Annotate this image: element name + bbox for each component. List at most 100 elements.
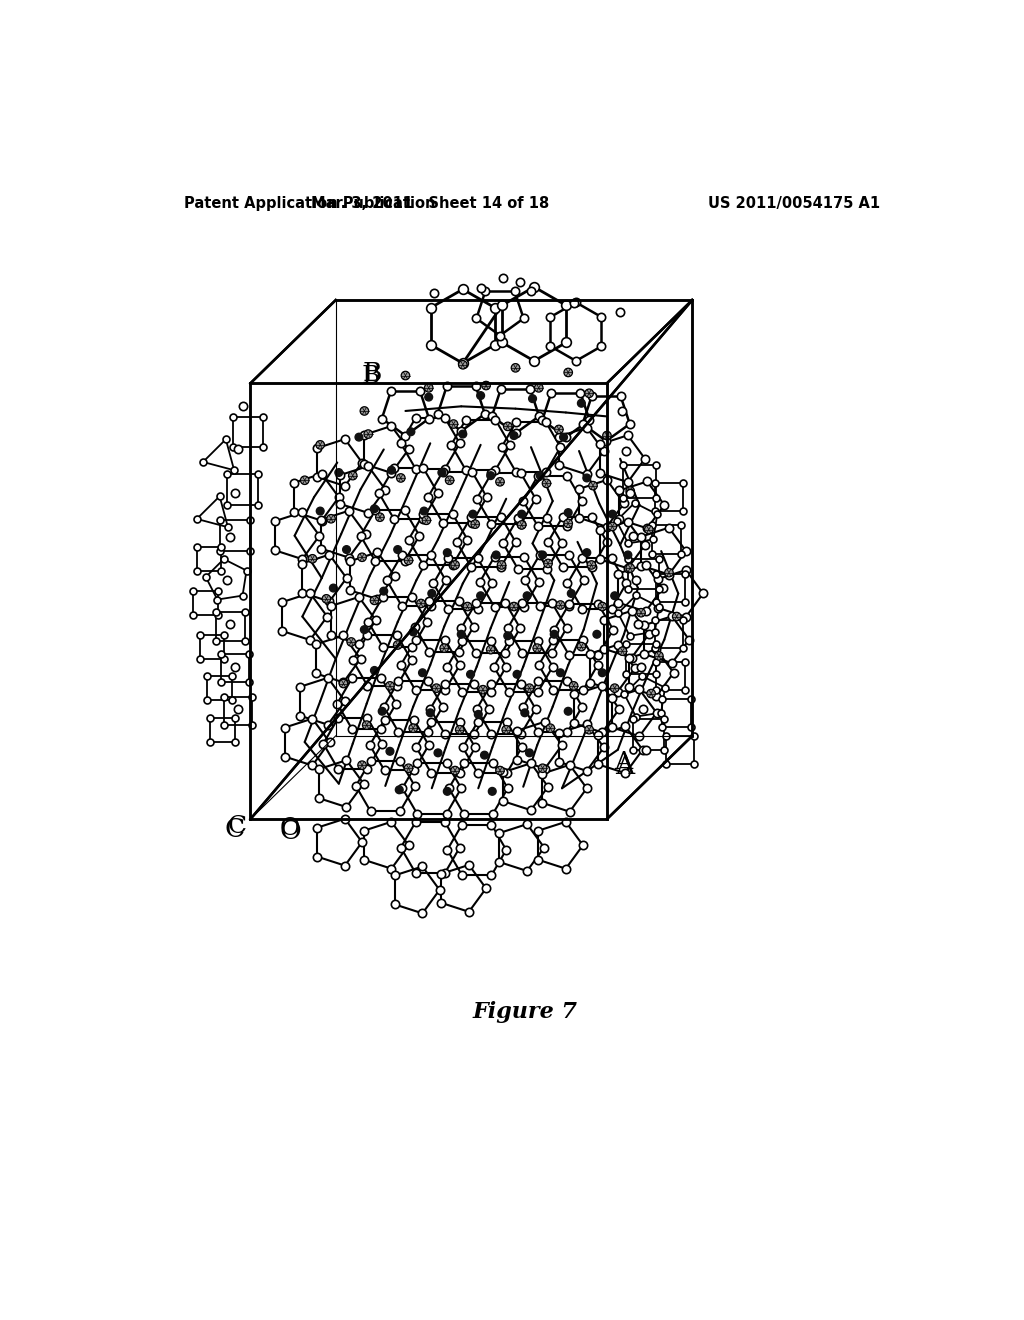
Circle shape [583, 474, 591, 482]
Circle shape [451, 767, 460, 775]
Circle shape [477, 591, 484, 599]
Circle shape [407, 428, 415, 436]
Circle shape [355, 433, 362, 441]
Circle shape [308, 554, 316, 564]
Circle shape [443, 788, 452, 795]
Circle shape [532, 644, 542, 652]
Circle shape [593, 631, 601, 638]
Circle shape [493, 552, 500, 558]
Circle shape [425, 393, 432, 401]
Circle shape [458, 631, 465, 638]
Circle shape [388, 466, 395, 474]
Circle shape [360, 626, 369, 634]
Circle shape [488, 788, 496, 795]
Circle shape [535, 384, 543, 392]
Circle shape [557, 669, 564, 677]
Circle shape [583, 549, 591, 557]
Circle shape [608, 523, 616, 531]
Circle shape [637, 609, 645, 616]
Circle shape [525, 684, 534, 693]
Circle shape [410, 628, 417, 636]
Circle shape [608, 511, 616, 517]
Circle shape [618, 647, 627, 656]
Circle shape [347, 638, 355, 647]
Circle shape [327, 515, 335, 523]
Circle shape [419, 669, 426, 677]
Text: Patent Application Publication: Patent Application Publication [183, 195, 435, 211]
Circle shape [555, 425, 563, 434]
Circle shape [560, 433, 567, 441]
Circle shape [523, 591, 531, 599]
Circle shape [343, 545, 350, 553]
Circle shape [486, 645, 495, 653]
Circle shape [443, 549, 452, 557]
Circle shape [578, 400, 586, 407]
Circle shape [517, 520, 526, 529]
Circle shape [364, 430, 373, 438]
Circle shape [459, 430, 467, 438]
Circle shape [626, 487, 635, 495]
Circle shape [626, 564, 635, 573]
Circle shape [654, 652, 664, 660]
Circle shape [496, 767, 504, 775]
Circle shape [348, 471, 357, 480]
Circle shape [510, 432, 518, 440]
Circle shape [362, 721, 371, 730]
Circle shape [624, 552, 632, 558]
Circle shape [357, 760, 367, 770]
Text: O: O [280, 818, 302, 843]
Circle shape [463, 602, 472, 611]
Circle shape [665, 569, 673, 577]
Circle shape [404, 556, 413, 565]
Circle shape [330, 585, 337, 591]
Circle shape [409, 723, 418, 733]
Circle shape [480, 751, 488, 759]
Circle shape [417, 599, 425, 607]
Circle shape [357, 553, 367, 561]
Circle shape [564, 368, 572, 376]
Circle shape [504, 422, 512, 430]
Text: B: B [362, 364, 381, 388]
Text: Mar. 3, 2011   Sheet 14 of 18: Mar. 3, 2011 Sheet 14 of 18 [311, 195, 549, 211]
Circle shape [644, 525, 653, 533]
Circle shape [339, 680, 348, 688]
Circle shape [481, 381, 490, 389]
Circle shape [426, 709, 434, 717]
Circle shape [396, 474, 406, 482]
Circle shape [401, 371, 410, 380]
Circle shape [556, 601, 564, 610]
Text: A: A [614, 751, 632, 775]
Circle shape [544, 560, 552, 568]
Circle shape [511, 363, 520, 372]
Circle shape [371, 667, 378, 675]
Circle shape [564, 519, 572, 528]
Circle shape [504, 632, 512, 640]
Text: O: O [280, 817, 300, 840]
Circle shape [513, 671, 521, 678]
Circle shape [438, 469, 445, 477]
Circle shape [469, 511, 477, 517]
Circle shape [496, 478, 504, 486]
Circle shape [585, 726, 593, 734]
Circle shape [610, 684, 618, 693]
Circle shape [543, 479, 551, 487]
Circle shape [585, 389, 593, 397]
Text: Figure 7: Figure 7 [472, 1001, 578, 1023]
Circle shape [546, 723, 555, 733]
Circle shape [498, 561, 506, 569]
Circle shape [380, 587, 388, 595]
Circle shape [394, 545, 401, 553]
Circle shape [420, 507, 428, 515]
Circle shape [598, 602, 606, 611]
Circle shape [393, 640, 402, 649]
Text: US 2011/0054175 A1: US 2011/0054175 A1 [708, 195, 880, 211]
Circle shape [537, 471, 544, 479]
Circle shape [323, 594, 331, 603]
Circle shape [486, 471, 495, 479]
Circle shape [445, 477, 454, 484]
Circle shape [450, 420, 458, 428]
Circle shape [335, 469, 343, 477]
Circle shape [424, 384, 433, 392]
Text: C: C [225, 817, 245, 842]
Circle shape [647, 689, 655, 698]
